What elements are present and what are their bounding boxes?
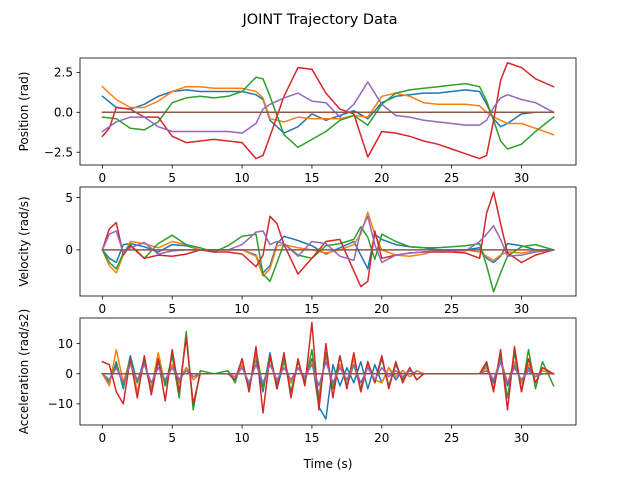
series-line-4 <box>101 191 555 288</box>
x-tick-label: 0 <box>99 431 107 445</box>
figure-title: JOINT Trajectory Data <box>241 12 397 28</box>
x-tick-label: 15 <box>304 431 319 445</box>
y-tick-label: −2.5 <box>44 146 73 160</box>
series-line-1 <box>101 89 555 134</box>
series-line-3 <box>101 226 555 293</box>
x-tick-label: 20 <box>374 302 389 316</box>
x-tick-label: 25 <box>444 171 459 185</box>
series-group <box>101 191 555 293</box>
x-tick-label: 15 <box>304 302 319 316</box>
x-tick-label: 30 <box>514 302 529 316</box>
series-line-5 <box>101 81 555 134</box>
x-tick-label: 20 <box>374 431 389 445</box>
y-axis-label: Velocity (rad/s) <box>17 196 31 286</box>
x-tick-label: 0 <box>99 302 107 316</box>
x-tick-label: 25 <box>444 302 459 316</box>
x-tick-label: 10 <box>234 431 249 445</box>
y-tick-label: −10 <box>48 397 73 411</box>
axes-1: 0 5 10 15 20 25 30 −2.5 0.0 2.5 Position (rad) <box>17 57 577 185</box>
x-tick-label: 25 <box>444 431 459 445</box>
x-tick-label: 10 <box>234 171 249 185</box>
y-axis-label: Position (rad) <box>17 72 31 152</box>
y-tick-label: 10 <box>58 337 73 351</box>
series-group <box>101 62 555 160</box>
axes-frame <box>79 186 577 297</box>
series-line-4 <box>101 321 555 414</box>
axes-2: 0 5 10 15 20 25 30 0 5 Velocity (rad/s) <box>17 186 577 316</box>
x-tick-label: 10 <box>234 302 249 316</box>
axes-container: 0 5 10 15 20 25 30 −2.5 0.0 2.5 Position (rad) 0 5 10… <box>17 57 577 445</box>
x-tick-label: 30 <box>514 171 529 185</box>
y-tick-label: 0 <box>65 243 73 257</box>
series-line-2 <box>101 85 555 136</box>
x-tick-label: 5 <box>168 431 176 445</box>
y-tick-label: 5 <box>65 191 73 205</box>
x-tick-label: 30 <box>514 431 529 445</box>
x-tick-label: 5 <box>168 302 176 316</box>
series-line-5 <box>101 360 555 387</box>
x-axis-label: Time (s) <box>303 457 353 471</box>
axes-frame <box>79 57 577 166</box>
series-line-4 <box>101 62 555 160</box>
y-tick-label: 0 <box>65 367 73 381</box>
x-tick-label: 5 <box>168 171 176 185</box>
axes-3: 0 5 10 15 20 25 30 −10 0 10 Acceleration (rad/s2) <box>17 309 577 445</box>
axes-frame <box>79 317 577 426</box>
series-line-3 <box>101 76 555 150</box>
x-tick-label: 20 <box>374 171 389 185</box>
x-tick-label: 0 <box>99 171 107 185</box>
series-group <box>101 321 555 420</box>
series-line-5 <box>101 215 555 264</box>
y-tick-label: 2.5 <box>54 66 73 80</box>
y-tick-label: 0.0 <box>54 106 73 120</box>
y-axis-label: Acceleration (rad/s2) <box>17 309 31 435</box>
x-tick-label: 15 <box>304 171 319 185</box>
